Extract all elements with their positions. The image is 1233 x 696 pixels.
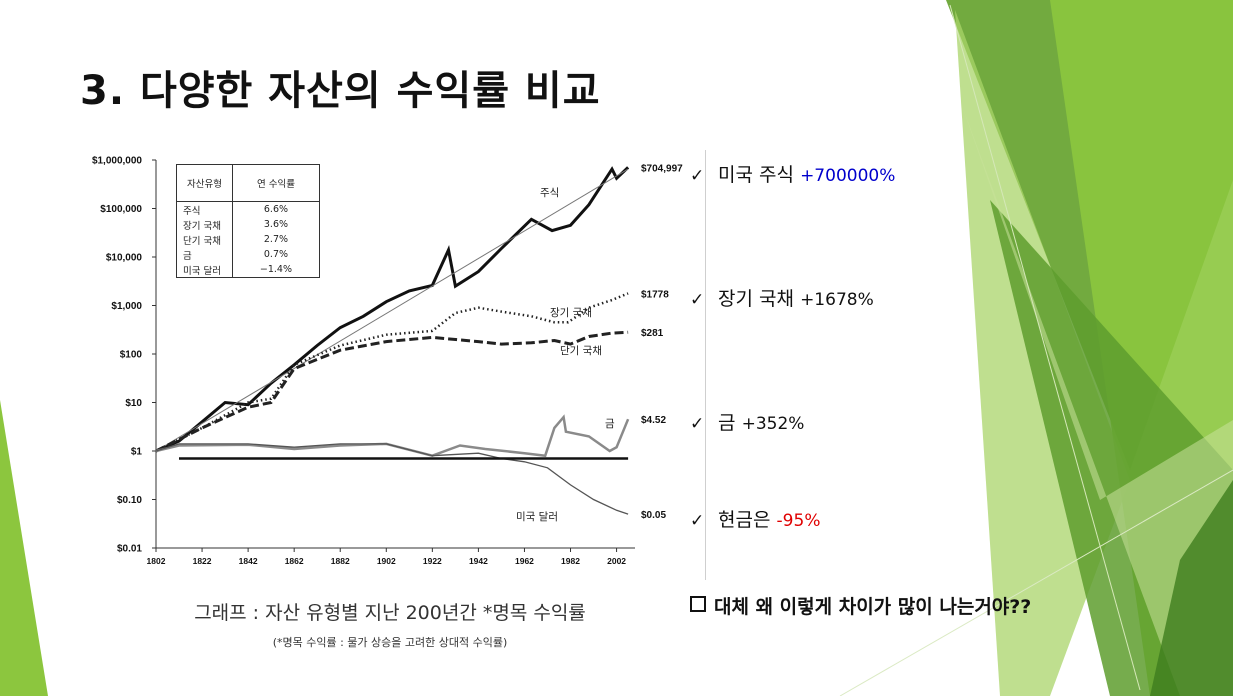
asset-return-chart: $0.01 $0.10 $1 $10 $100 $1,000 $10,000 $100,000… (68, 140, 708, 590)
legend-asset: 미국 달러 (176, 262, 233, 278)
bullet-label: 미국 주식 (718, 164, 795, 186)
legend-asset: 금 (176, 247, 233, 262)
x-tick-label: 1822 (193, 556, 212, 566)
series-end-label: $281 (641, 328, 664, 339)
series-name-label: 단기 국채 (560, 345, 602, 357)
x-tick-label: 1982 (561, 556, 580, 566)
legend-rate: 6.6% (231, 201, 320, 217)
legend-rate: −1.4% (231, 262, 320, 278)
y-tick-label: $1,000 (111, 301, 142, 312)
chart-caption-note: (*명목 수익률 : 물가 상승을 고려한 상대적 수익률) (272, 636, 508, 649)
y-tick-label: $100,000 (100, 204, 142, 215)
legend-asset: 장기 국채 (176, 217, 233, 232)
divider (705, 150, 706, 580)
x-tick-label: 1802 (147, 556, 166, 566)
legend-header-rate: 연 수익률 (231, 164, 320, 202)
bullet-value: +1678% (800, 290, 874, 310)
bullet-long-bond: ✓ 장기 국채 +1678% (690, 284, 874, 311)
check-icon: ✓ (690, 166, 705, 186)
series-end-label: $0.05 (641, 510, 666, 521)
bullet-gold: ✓ 금 +352% (690, 408, 804, 435)
series-end-label: $4.52 (641, 415, 666, 426)
y-tick-label: $10,000 (106, 253, 143, 264)
check-icon: ✓ (690, 290, 705, 310)
x-tick-label: 1902 (377, 556, 396, 566)
page-title: 3. 다양한 자산의 수익률 비교 (80, 68, 601, 114)
series-line (155, 330, 629, 453)
chart-caption: 그래프 : 자산 유형별 지난 200년간 *명목 수익률 (194, 602, 586, 624)
question-text: 대체 왜 이렇게 차이가 많이 나는거야?? (690, 592, 1031, 619)
series-name-label: 금 (605, 418, 615, 430)
legend-rate: 0.7% (231, 247, 320, 262)
bullet-value: +352% (741, 414, 805, 434)
bullet-label: 장기 국채 (718, 288, 795, 310)
y-tick-label: $1 (131, 447, 143, 458)
x-tick-label: 1842 (239, 556, 258, 566)
x-tick-label: 2002 (607, 556, 626, 566)
chart-svg: $0.01 $0.10 $1 $10 $100 $1,000 $10,000 $100,000… (92, 156, 683, 567)
check-icon: ✓ (690, 414, 705, 434)
checkbox-icon (690, 596, 706, 612)
series-line (155, 414, 630, 458)
x-tick-label: 1962 (515, 556, 534, 566)
legend-header-asset: 자산유형 (176, 164, 233, 202)
x-tick-label: 1862 (285, 556, 304, 566)
bullet-value: +700000% (800, 166, 896, 186)
legend-asset: 주식 (176, 201, 233, 217)
series-end-label: $704,997 (641, 163, 683, 174)
series-line (155, 443, 629, 515)
question-label: 대체 왜 이렇게 차이가 많이 나는거야?? (714, 596, 1032, 618)
y-tick-label: $0.10 (117, 495, 142, 506)
series-line (155, 292, 629, 453)
bullet-cash: ✓ 현금은 -95% (690, 505, 820, 532)
bullet-label: 금 (718, 412, 736, 434)
legend-asset: 단기 국채 (176, 232, 233, 247)
series-line (155, 168, 629, 452)
series-name-label: 장기 국채 (550, 307, 592, 319)
bullet-us-stock: ✓ 미국 주식 +700000% (690, 160, 895, 187)
x-tick-label: 1882 (331, 556, 350, 566)
bullet-label: 현금은 (718, 509, 771, 531)
series-name-label: 주식 (540, 187, 559, 199)
x-tick-label: 1922 (423, 556, 442, 566)
series-name-label: 미국 달러 (516, 511, 558, 523)
y-tick-label: $1,000,000 (92, 156, 142, 167)
y-tick-label: $10 (125, 398, 142, 409)
check-icon: ✓ (690, 511, 705, 531)
y-tick-label: $100 (120, 350, 143, 361)
bullet-value: -95% (776, 511, 821, 531)
y-tick-label: $0.01 (117, 544, 142, 555)
legend-rate: 2.7% (231, 232, 320, 247)
legend-rate: 3.6% (231, 217, 320, 232)
x-tick-label: 1942 (469, 556, 488, 566)
series-end-label: $1778 (641, 289, 669, 300)
